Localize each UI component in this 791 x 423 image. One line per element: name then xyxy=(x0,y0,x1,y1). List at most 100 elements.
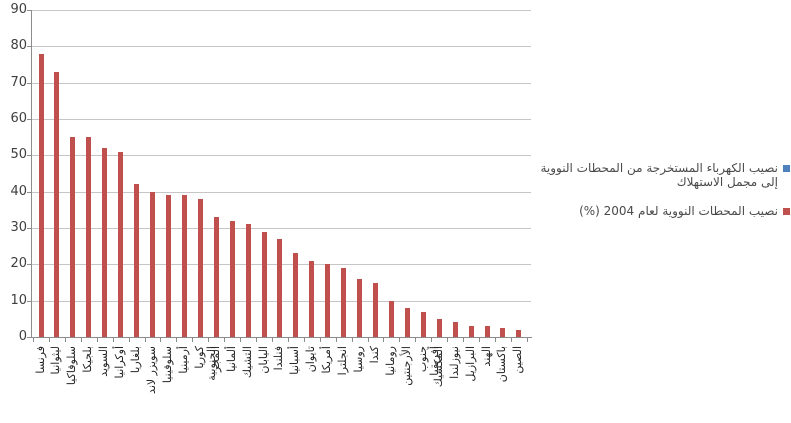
x-axis-label: فرنسا xyxy=(33,346,47,374)
bar-4 xyxy=(102,148,108,337)
bar-24 xyxy=(420,311,426,337)
x-axis-tick xyxy=(415,338,417,342)
x-axis-label: المكسيك xyxy=(431,346,445,388)
x-axis-label: البرازيل xyxy=(463,346,477,382)
y-axis-tick-label: 90 xyxy=(10,2,27,17)
x-axis-tick xyxy=(463,338,465,342)
y-axis-tick xyxy=(27,337,31,338)
x-axis-label: روسيا xyxy=(352,346,366,373)
x-axis-tick xyxy=(224,338,226,342)
bar-3 xyxy=(86,137,92,337)
bar-9 xyxy=(181,195,187,337)
bar-15 xyxy=(277,238,283,337)
x-axis-label: التشيك xyxy=(240,346,254,379)
bar-13 xyxy=(245,224,251,337)
x-axis-tick xyxy=(335,338,337,342)
bar-23 xyxy=(404,307,410,337)
x-axis-tick xyxy=(192,338,194,342)
legend: نصيب الكهرباء المستخرجة من المحطات النوو… xyxy=(540,161,790,233)
bar-8 xyxy=(165,195,171,337)
x-axis-tick xyxy=(240,338,242,342)
blue-series-swatch-icon xyxy=(783,165,790,172)
x-axis-label: ليثوانيا xyxy=(49,346,63,375)
gridline xyxy=(31,119,531,120)
y-axis-tick-label: 50 xyxy=(10,147,27,163)
legend-entry-consumption-share: نصيب الكهرباء المستخرجة من المحطات النوو… xyxy=(540,161,790,189)
bar-28 xyxy=(484,326,490,337)
x-axis-label: الهند xyxy=(479,346,493,367)
bar-6 xyxy=(134,184,140,337)
x-axis-line xyxy=(31,337,532,338)
bar-7 xyxy=(150,191,155,337)
gridline xyxy=(31,82,531,84)
x-axis-tick xyxy=(367,338,369,342)
y-axis-tick-label: 0 xyxy=(18,329,27,344)
x-axis-label: سلوفاكيا xyxy=(65,346,79,386)
bar-16 xyxy=(293,253,299,337)
y-axis-tick-label: 40 xyxy=(10,183,27,199)
x-axis-tick xyxy=(271,338,273,342)
x-axis-tick xyxy=(287,338,289,342)
x-axis-tick xyxy=(447,338,449,342)
x-axis-label: أوكرانيا xyxy=(113,346,127,379)
x-axis-label: باكستان xyxy=(495,346,509,383)
x-axis-tick xyxy=(431,338,433,342)
bar-0 xyxy=(38,53,44,337)
gridline xyxy=(31,10,531,11)
x-axis-label: سلوفينيا xyxy=(160,346,174,384)
x-axis-tick xyxy=(351,338,353,342)
x-axis-label: سويزر لاند xyxy=(145,346,158,394)
x-axis-label: رومانيا xyxy=(383,346,397,376)
y-axis-tick xyxy=(27,228,31,229)
legend-label-nuclear-share-2004: نصيب المحطات النووية لعام 2004 (%) xyxy=(579,204,778,218)
gridline xyxy=(31,46,531,48)
bar-21 xyxy=(373,282,379,337)
legend-label-consumption-share: نصيب الكهرباء المستخرجة من المحطات النوو… xyxy=(540,161,778,189)
x-axis-label: بلجيكا xyxy=(81,346,95,373)
bar-1 xyxy=(54,71,60,337)
y-axis-tick xyxy=(27,46,31,48)
x-axis-tick xyxy=(208,338,210,342)
x-axis-label: الأرجنتين xyxy=(399,346,413,386)
x-axis-label: بلغاريا xyxy=(129,346,143,374)
x-axis-tick xyxy=(96,338,98,342)
x-axis-label: أمريكا xyxy=(320,346,334,374)
bar-14 xyxy=(261,231,267,337)
y-axis-tick xyxy=(27,119,31,120)
x-axis-label: تايوان xyxy=(304,346,318,373)
y-axis-tick xyxy=(27,155,31,157)
x-axis-tick xyxy=(64,338,66,342)
x-axis-tick xyxy=(48,338,50,342)
bar-5 xyxy=(118,151,124,337)
gridline xyxy=(31,155,531,157)
x-axis-tick xyxy=(510,338,512,342)
x-axis-tick xyxy=(526,338,528,342)
legend-entry-nuclear-share-2004: نصيب المحطات النووية لعام 2004 (%) xyxy=(540,204,790,218)
bar-19 xyxy=(341,267,347,337)
bar-17 xyxy=(309,260,315,337)
x-axis-label: أرمينيا xyxy=(176,346,190,374)
bar-20 xyxy=(357,278,363,337)
x-axis-label: السويد xyxy=(97,346,111,377)
red-series-swatch-icon xyxy=(783,208,790,215)
x-axis-tick xyxy=(383,338,385,342)
bar-29 xyxy=(500,327,506,337)
x-axis-tick xyxy=(256,338,258,342)
bar-10 xyxy=(197,198,203,337)
bar-22 xyxy=(388,300,394,337)
x-axis-tick xyxy=(128,338,130,342)
x-axis-tick xyxy=(160,338,162,342)
x-axis-label: فنلندا xyxy=(272,346,286,371)
y-axis-tick-label: 80 xyxy=(10,38,27,54)
bar-26 xyxy=(452,322,458,337)
y-axis-tick-label: 60 xyxy=(10,111,27,126)
x-axis-tick xyxy=(176,338,178,342)
gridline xyxy=(31,228,531,229)
bar-27 xyxy=(468,326,474,337)
gridline xyxy=(31,191,531,193)
x-axis-tick xyxy=(319,338,321,342)
y-axis-tick-label: 10 xyxy=(10,292,27,308)
x-axis-label: نيوزلندا xyxy=(447,346,461,379)
x-axis-label: اليابان xyxy=(256,346,270,374)
